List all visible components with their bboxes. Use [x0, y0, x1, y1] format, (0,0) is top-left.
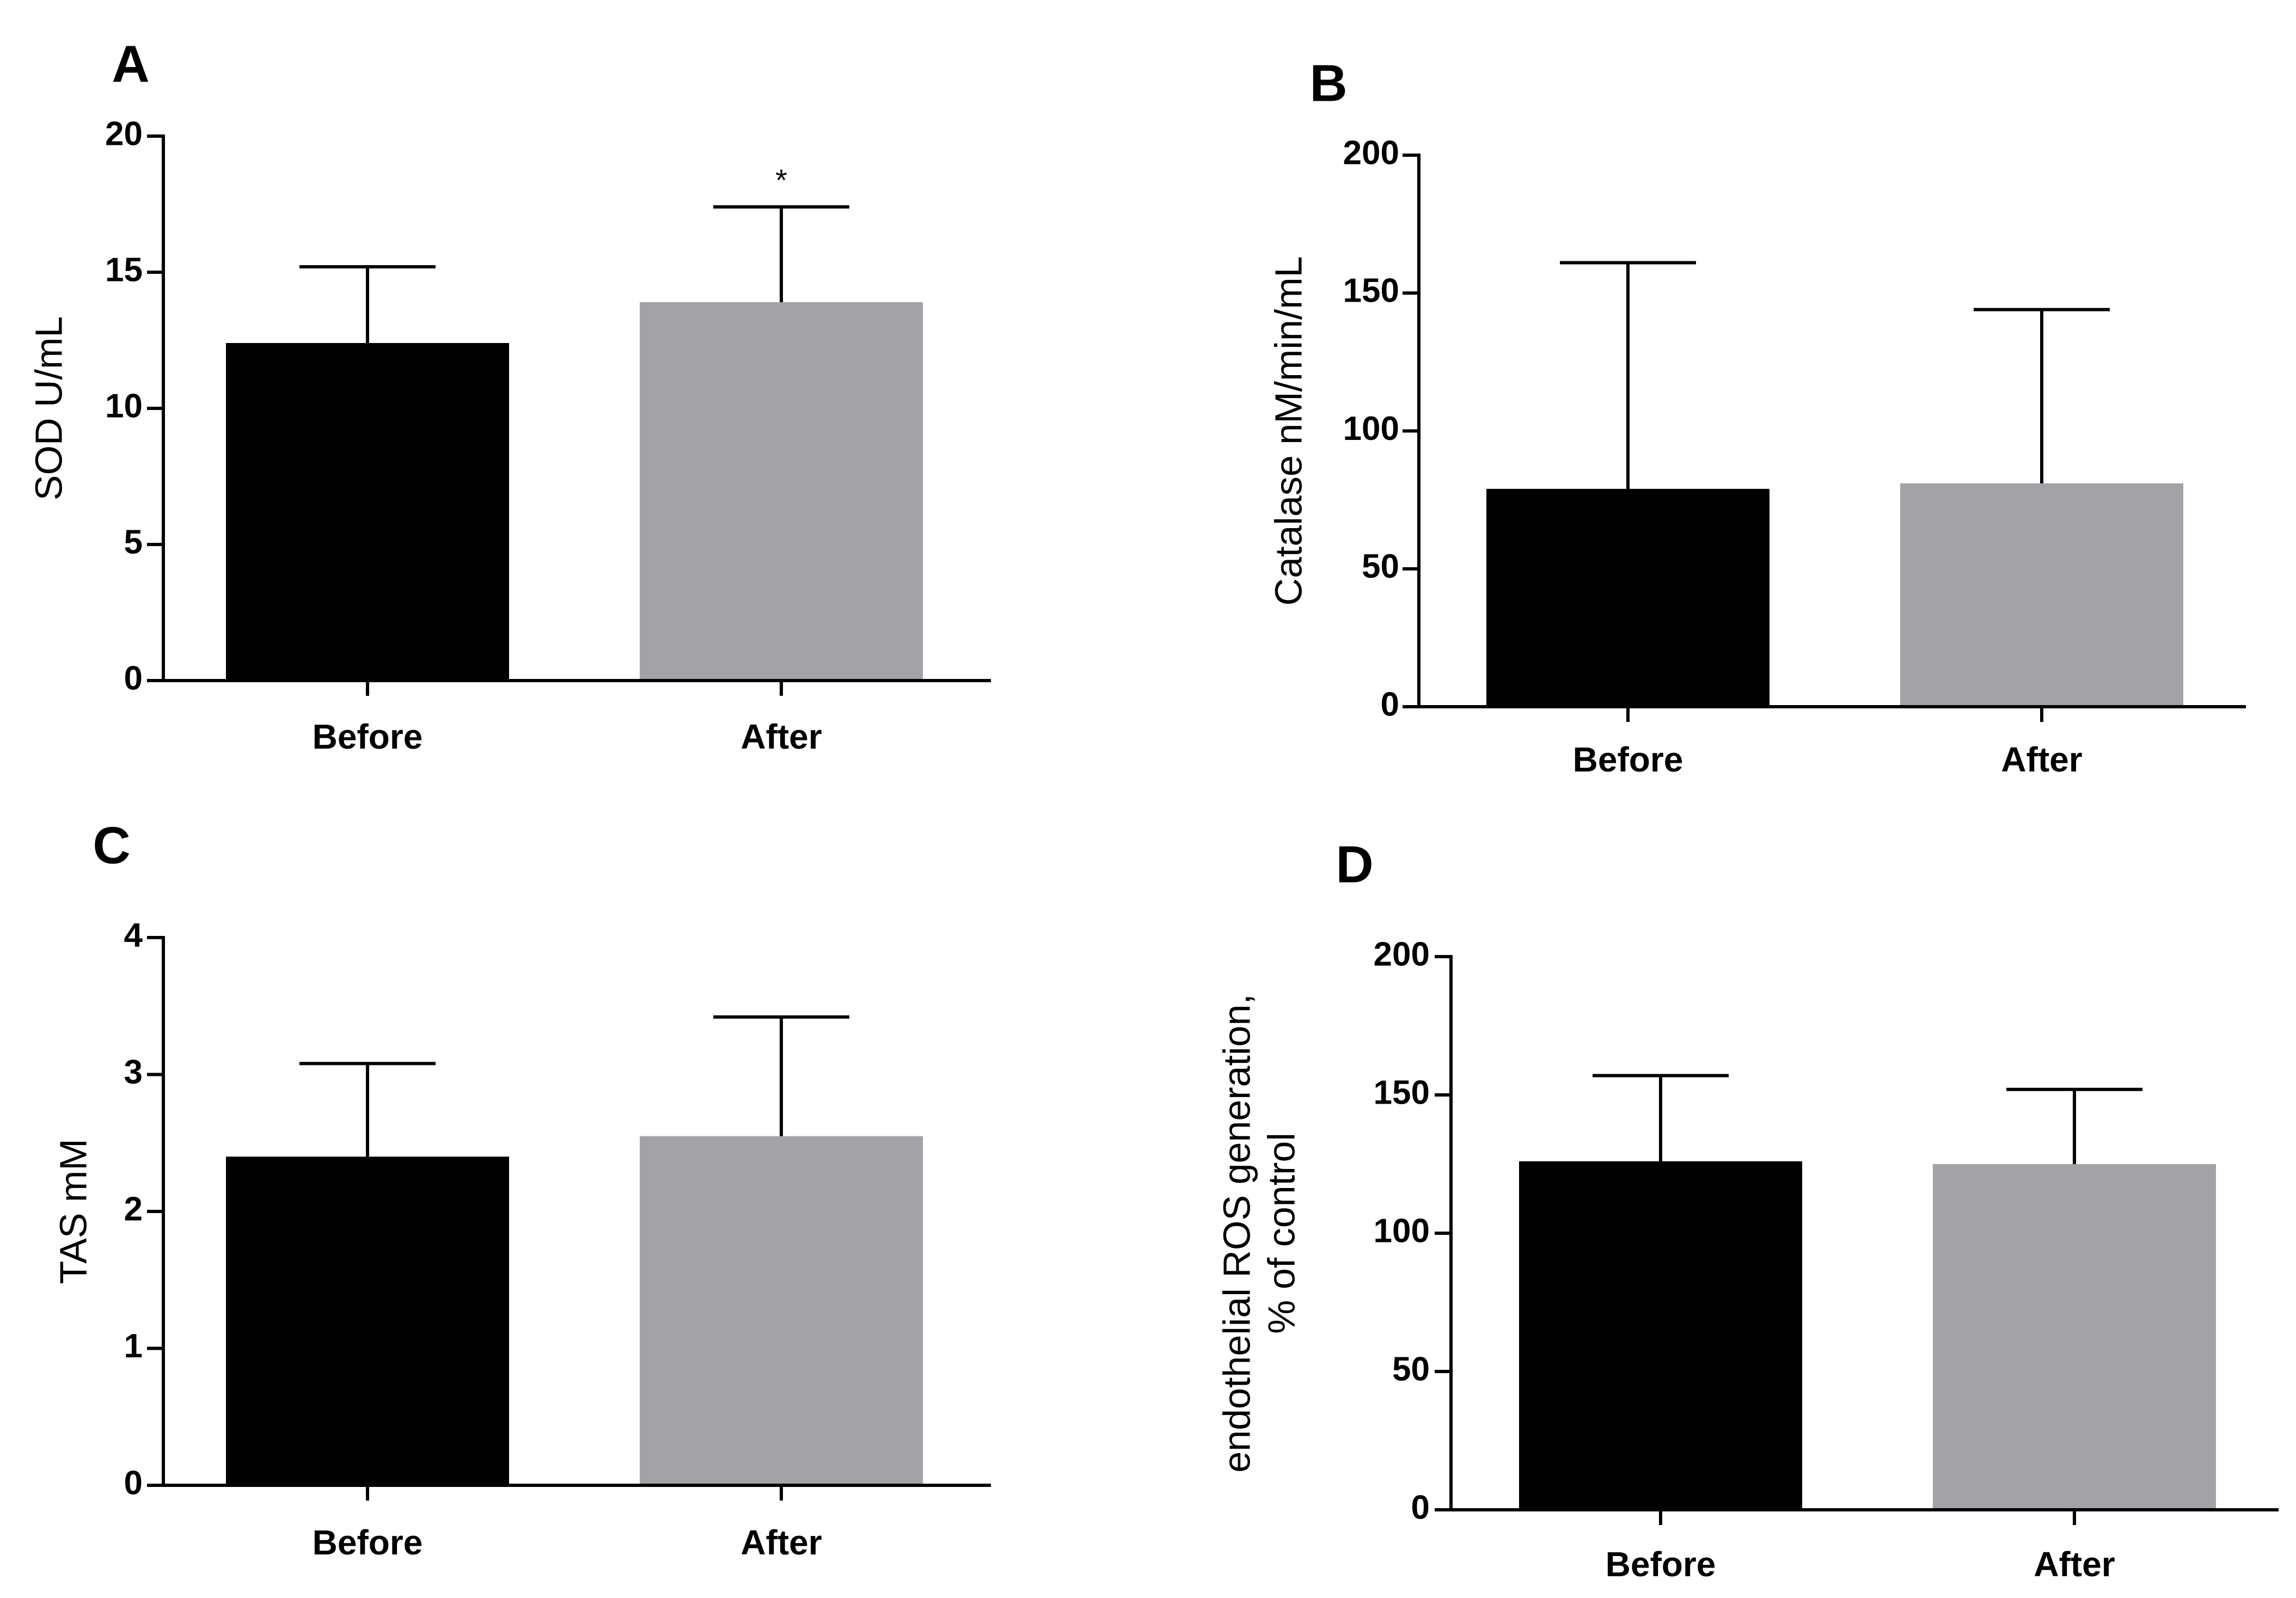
y-tick-label: 50 [1362, 548, 1399, 585]
y-tick-label: 150 [1374, 1074, 1430, 1111]
y-tick-label: 15 [105, 251, 143, 289]
y-tick-label: 200 [1374, 935, 1430, 973]
y-tick-label: 100 [1343, 410, 1399, 448]
bar-before [226, 1156, 509, 1485]
x-tick-label-after: After [2034, 1545, 2115, 1584]
y-axis-title: Catalase nM/min/mL [1267, 256, 1309, 606]
bar-after [640, 302, 923, 681]
y-tick-label: 0 [1381, 685, 1399, 723]
y-tick-label: 0 [124, 1464, 143, 1502]
y-tick-label: 20 [105, 115, 143, 152]
y-tick-label: 150 [1343, 272, 1399, 310]
x-tick-label-after: After [740, 1523, 822, 1562]
y-tick-label: 100 [1374, 1212, 1430, 1250]
bar-before [226, 343, 509, 681]
x-tick-label-before: Before [313, 1523, 423, 1562]
y-tick-label: 1 [124, 1327, 143, 1365]
chart-panel-c: C 0 1 2 3 4 Before After TAS mM [52, 816, 991, 1562]
x-tick-label-before: Before [313, 717, 423, 756]
chart-panel-a: A * 0 5 10 15 20 Before After SOD U/mL [27, 35, 991, 756]
chart-panel-b: B 0 50 100 150 200 Before After Catalase nM/min/… [1267, 54, 2246, 779]
bar-after [640, 1136, 923, 1485]
y-axis-title-line: endothelial ROS generation, [1215, 994, 1258, 1472]
y-tick-label: 10 [105, 387, 143, 425]
y-tick-label: 2 [124, 1190, 143, 1228]
panel-letter-d: D [1336, 835, 1373, 893]
y-tick-label: 200 [1343, 134, 1399, 172]
y-tick-label: 3 [124, 1054, 143, 1091]
y-axis-title: SOD U/mL [27, 316, 70, 500]
bar-after [1900, 483, 2183, 707]
y-tick-label: 0 [124, 659, 143, 697]
bar-before [1519, 1161, 1802, 1510]
y-axis-title-line: Catalase nM/min/mL [1267, 256, 1309, 606]
y-tick-label: 5 [124, 523, 143, 561]
y-axis-title: TAS mM [52, 1138, 94, 1284]
significance-marker: * [775, 163, 787, 197]
y-axis-title: endothelial ROS generation,% of control [1215, 994, 1302, 1472]
bar-before [1486, 488, 1770, 707]
bar-after [1933, 1164, 2216, 1510]
x-tick-label-before: Before [1573, 740, 1683, 779]
x-tick-label-after: After [2001, 740, 2082, 779]
y-tick-label: 50 [1392, 1350, 1430, 1388]
y-axis-title-line: % of control [1260, 1132, 1302, 1334]
x-tick-label-after: After [740, 717, 822, 756]
chart-panel-d: D 0 50 100 150 200 Before After endothelial ROS … [1215, 835, 2279, 1584]
panel-letter-c: C [93, 816, 130, 874]
y-axis-title-line: SOD U/mL [27, 316, 70, 500]
y-tick-label: 4 [124, 916, 143, 954]
y-axis-title-line: TAS mM [52, 1138, 94, 1284]
panel-letter-b: B [1309, 54, 1347, 112]
panel-letter-a: A [112, 35, 149, 93]
x-tick-label-before: Before [1606, 1545, 1716, 1584]
y-tick-label: 0 [1411, 1489, 1430, 1526]
